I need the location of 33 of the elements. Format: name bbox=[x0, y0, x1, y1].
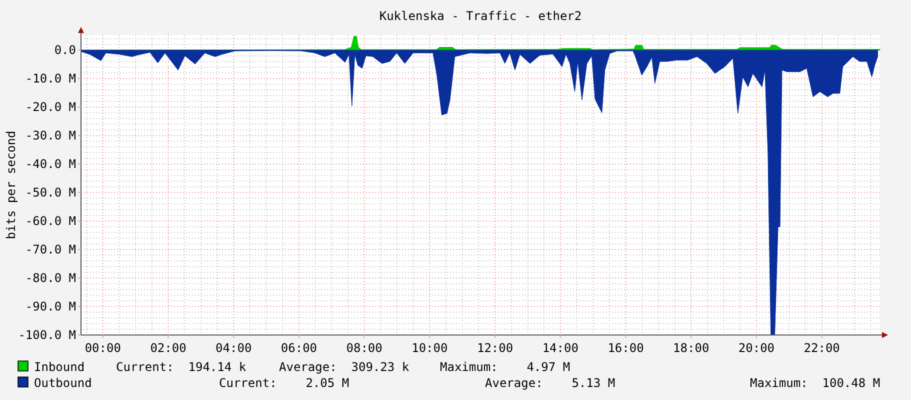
x-tick-label: 16:00 bbox=[608, 341, 644, 355]
y-tick-label: -100.0 M bbox=[18, 328, 76, 342]
x-tick-label: 02:00 bbox=[150, 341, 186, 355]
x-tick-label: 18:00 bbox=[673, 341, 710, 355]
y-tick-label: -60.0 M bbox=[25, 214, 76, 228]
y-tick-label: -30.0 M bbox=[25, 128, 76, 143]
legend-label: Inbound bbox=[34, 360, 85, 374]
text: Average: 5.13 M bbox=[485, 376, 616, 390]
legend-label: Outbound bbox=[34, 376, 92, 390]
y-tick-label: -50.0 M bbox=[25, 186, 76, 200]
chart-title: Kuklenska - Traffic - ether2 bbox=[379, 9, 582, 23]
y-tick-label: 0.0 bbox=[54, 43, 76, 58]
text: Average: 309.23 k bbox=[279, 360, 410, 374]
x-tick-label: 00:00 bbox=[84, 341, 121, 355]
y-tick-label: -40.0 M bbox=[25, 157, 76, 172]
x-tick-label: 08:00 bbox=[346, 341, 382, 355]
x-tick-label: 06:00 bbox=[280, 341, 318, 355]
x-tick-label: 20:00 bbox=[738, 341, 775, 355]
y-tick-label: -10.0 M bbox=[25, 72, 76, 86]
x-tick-label: 04:00 bbox=[216, 341, 252, 355]
x-tick-label: 10:00 bbox=[412, 341, 448, 355]
y-tick-label: -80.0 M bbox=[25, 271, 76, 286]
x-tick-label: 14:00 bbox=[542, 341, 578, 355]
x-tick-label: 22:00 bbox=[804, 341, 840, 355]
y-tick-label: -20.0 M bbox=[25, 100, 76, 114]
y-tick-label: -70.0 M bbox=[25, 242, 76, 257]
text: Current: 2.05 M bbox=[219, 376, 350, 390]
y-axis-title: bits per second bbox=[4, 130, 18, 240]
y-tick-label: -90.0 M bbox=[25, 300, 76, 314]
text: Current: 194.14 k bbox=[116, 360, 247, 374]
text: Maximum: 100.48 M bbox=[750, 376, 880, 390]
text: Maximum: 4.97 M bbox=[440, 360, 570, 374]
x-tick-label: 12:00 bbox=[476, 341, 514, 355]
